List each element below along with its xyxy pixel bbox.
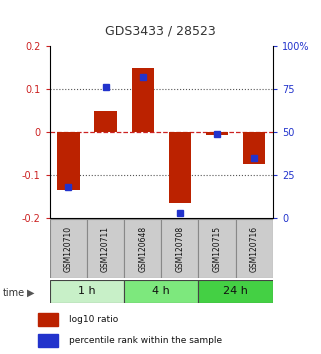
Text: GSM120715: GSM120715 [213,225,221,272]
Bar [38,313,57,326]
Text: log10 ratio: log10 ratio [69,315,118,324]
Bar [50,280,124,303]
Bar [57,132,80,190]
Bar [87,219,124,278]
Bar [236,219,273,278]
Bar [198,280,273,303]
Bar [50,219,87,278]
Text: GSM120648: GSM120648 [138,225,147,272]
Text: percentile rank within the sample: percentile rank within the sample [69,336,222,345]
Bar [198,219,236,278]
Bar [169,132,191,203]
Text: GSM120708: GSM120708 [175,225,184,272]
Bar [161,219,198,278]
Bar [243,132,265,164]
Bar [124,280,198,303]
Bar [132,68,154,132]
Bar [38,334,57,347]
Text: ▶: ▶ [27,288,35,298]
Text: GSM120716: GSM120716 [250,225,259,272]
Bar [94,111,117,132]
Text: 1 h: 1 h [78,286,96,296]
Text: GSM120710: GSM120710 [64,225,73,272]
Text: GDS3433 / 28523: GDS3433 / 28523 [105,24,216,37]
Bar [206,132,228,135]
Bar [124,219,161,278]
Text: time: time [3,288,25,298]
Text: 4 h: 4 h [152,286,170,296]
Text: GSM120711: GSM120711 [101,226,110,272]
Text: 24 h: 24 h [223,286,248,296]
